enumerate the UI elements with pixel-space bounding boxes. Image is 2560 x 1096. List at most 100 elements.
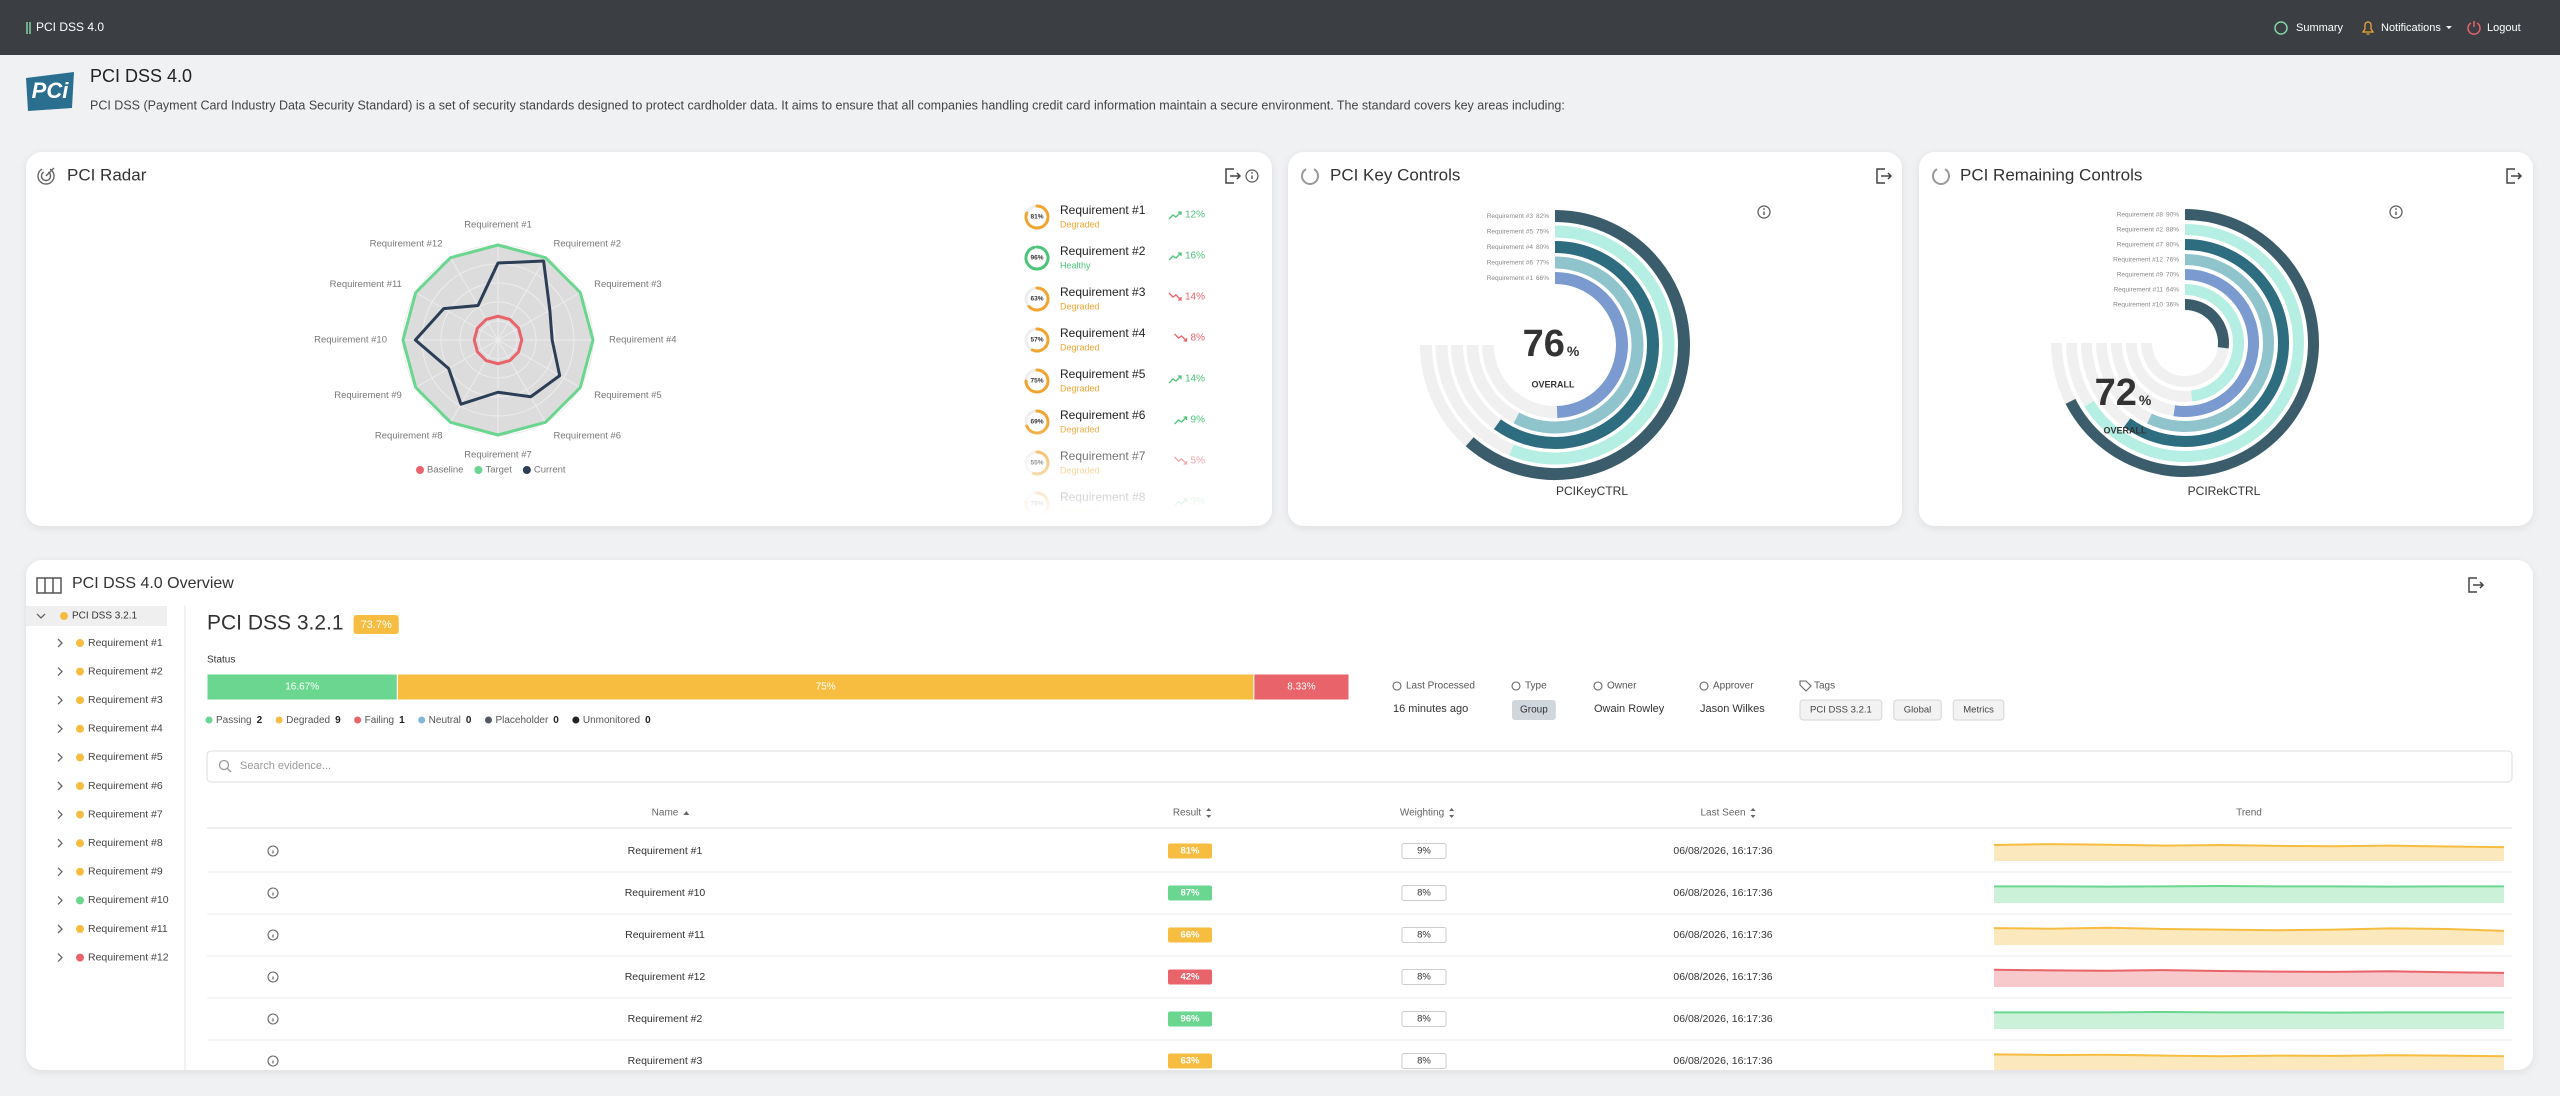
info-icon[interactable] [1757, 205, 1771, 219]
legend-label[interactable]: Current [534, 465, 566, 476]
requirement-item[interactable]: 96% Requirement #2 Healthy 16% [1024, 244, 1205, 271]
top-link[interactable]: Summary [2296, 22, 2344, 34]
meta-label: Type [1525, 681, 1547, 692]
info-icon[interactable] [1245, 169, 1259, 183]
top-bar [0, 0, 2560, 55]
trend-label: 16% [1185, 251, 1205, 262]
tree-item[interactable]: Requirement #1 [88, 637, 163, 649]
table-row[interactable]: Requirement #11 66% 8% 06/08/2026, 16:17:36 [207, 926, 2512, 957]
score-badge [353, 615, 399, 634]
radial-bar [1513, 256, 1644, 434]
table-row[interactable]: Requirement #1 81% 9% 06/08/2026, 16:17:36 [207, 843, 2512, 873]
trend-label: 9% [1191, 415, 1206, 426]
info-dot [1763, 208, 1765, 210]
requirement-item[interactable]: 60% Requirement #9 Degraded 6% [1024, 531, 1205, 558]
row-info[interactable] [267, 971, 279, 983]
requirement-item[interactable]: 75% Requirement #5 Degraded 14% [1024, 367, 1205, 394]
column-header[interactable]: Weighting [1400, 808, 1444, 819]
tree-item[interactable]: Requirement #5 [88, 751, 163, 763]
radial-label: Requirement #3 82% [1487, 213, 1549, 220]
requirement-item[interactable]: 63% Requirement #3 Degraded 14% [1024, 285, 1205, 312]
overview-icon [36, 577, 62, 594]
gauge-arc [1027, 286, 1050, 312]
legend-count: 2 [257, 715, 263, 726]
radial-label-name: Requirement #5 [1487, 228, 1534, 235]
tree-root[interactable]: PCI DSS 3.2.1 [72, 611, 137, 622]
gauge-arc [1024, 368, 1050, 394]
tree-item[interactable]: Requirement #2 [88, 665, 163, 677]
search-box[interactable] [206, 750, 2513, 783]
requirement-item[interactable]: 55% Requirement #7 Degraded 5% [1024, 449, 1205, 476]
meta-value: 16 minutes ago [1393, 703, 1468, 715]
table-row[interactable]: Requirement #2 96% 8% 06/08/2026, 16:17:36 [207, 1010, 2512, 1041]
radial-label: Requirement #11 64% [2114, 286, 2180, 293]
column-header[interactable]: Last Seen [1700, 808, 1745, 819]
tree-item[interactable]: Requirement #10 [88, 894, 169, 906]
legend-label[interactable]: Baseline [427, 465, 463, 476]
segment-label: 16.67% [285, 682, 319, 693]
requirement-item[interactable]: 57% Requirement #4 Degraded 8% [1024, 326, 1205, 353]
tree-item[interactable]: Requirement #3 [88, 694, 163, 706]
tree-item[interactable]: Requirement #9 [88, 866, 163, 878]
tree-item[interactable]: Requirement #11 [88, 923, 168, 935]
requirement-list: 81% Requirement #1 Degraded 12% 96% Requireme… [1024, 203, 1206, 681]
legend-label[interactable]: Target [485, 465, 512, 476]
top-link[interactable]: Logout [2487, 22, 2521, 34]
column-header[interactable]: Name [652, 808, 679, 819]
gauge-label: 60% [1030, 542, 1043, 549]
requirement-item[interactable]: 87% Requirement #10 Healthy 11% [1024, 572, 1205, 599]
row-info[interactable] [267, 845, 279, 857]
requirement-status: Degraded [1060, 342, 1100, 352]
row-info[interactable] [267, 929, 279, 941]
row-info[interactable] [267, 1013, 279, 1025]
meta-label: Tags [1814, 681, 1835, 692]
result-badge [1168, 885, 1212, 901]
tree-root-highlight [26, 606, 167, 626]
tree-chevron [57, 810, 63, 820]
requirement-item[interactable]: 66% Requirement #11 Degraded 4% [1024, 613, 1205, 640]
weighting-badge [1401, 885, 1447, 901]
requirement-name: Requirement #2 [1060, 244, 1146, 258]
tree-chevron [57, 867, 63, 877]
info-dot [1251, 172, 1253, 174]
tree-item[interactable]: Requirement #12 [88, 951, 169, 963]
row-name: Requirement #11 [625, 929, 705, 941]
column-header[interactable]: Trend [2236, 808, 2262, 819]
sort-icon [1750, 808, 1756, 818]
info-icon[interactable] [2389, 205, 2403, 219]
export-button[interactable] [2468, 577, 2485, 593]
detail-title: PCI DSS 3.2.1 [207, 612, 344, 635]
export-icon [1876, 168, 1893, 184]
column-header[interactable]: Result [1173, 808, 1202, 819]
legend-item: Degraded 9 [286, 715, 341, 726]
radial-label-value: 75% [1536, 228, 1549, 235]
requirement-item[interactable]: 78% Requirement #8 Degraded 3% [1024, 490, 1205, 517]
requirement-item[interactable]: 81% Requirement #1 Degraded 12% [1024, 203, 1205, 230]
tree-item[interactable]: Requirement #8 [88, 837, 163, 849]
top-title[interactable]: PCI DSS 4.0 [36, 20, 104, 34]
chart-subtitle: PCIKeyCTRL [1556, 484, 1628, 498]
tree-item[interactable]: Requirement #4 [88, 723, 163, 735]
export-button[interactable] [1225, 168, 1242, 184]
table-row[interactable]: Requirement #10 87% 8% 06/08/2026, 16:17:36 [207, 884, 2512, 915]
tag[interactable]: PCI DSS 3.2.1 [1810, 705, 1872, 716]
table-row[interactable]: Requirement #12 42% 8% 06/08/2026, 16:17:36 [207, 968, 2512, 999]
row-last-seen: 06/08/2026, 16:17:36 [1673, 845, 1772, 857]
tag[interactable]: Metrics [1963, 705, 1994, 716]
page-description: PCI DSS (Payment Card Industry Data Secu… [90, 98, 1565, 112]
result-badge [1168, 1053, 1212, 1069]
tag[interactable]: Global [1904, 705, 1931, 716]
export-button[interactable] [2506, 168, 2523, 184]
row-weighting: 8% [1417, 1014, 1431, 1025]
export-button[interactable] [1876, 168, 1893, 184]
result-badge [1168, 1011, 1212, 1027]
tree-item[interactable]: Requirement #6 [88, 780, 163, 792]
table-row[interactable]: Requirement #3 63% 8% 06/08/2026, 16:17:36 [207, 1053, 2512, 1083]
top-link[interactable]: Notifications [2381, 22, 2441, 34]
requirement-item[interactable]: 69% Requirement #6 Degraded 9% [1024, 408, 1206, 435]
row-info[interactable] [267, 887, 279, 899]
row-name: Requirement #10 [625, 887, 706, 899]
tree-item[interactable]: Requirement #7 [88, 808, 163, 820]
requirement-name: Requirement #6 [1060, 408, 1146, 422]
row-info[interactable] [267, 1055, 279, 1067]
